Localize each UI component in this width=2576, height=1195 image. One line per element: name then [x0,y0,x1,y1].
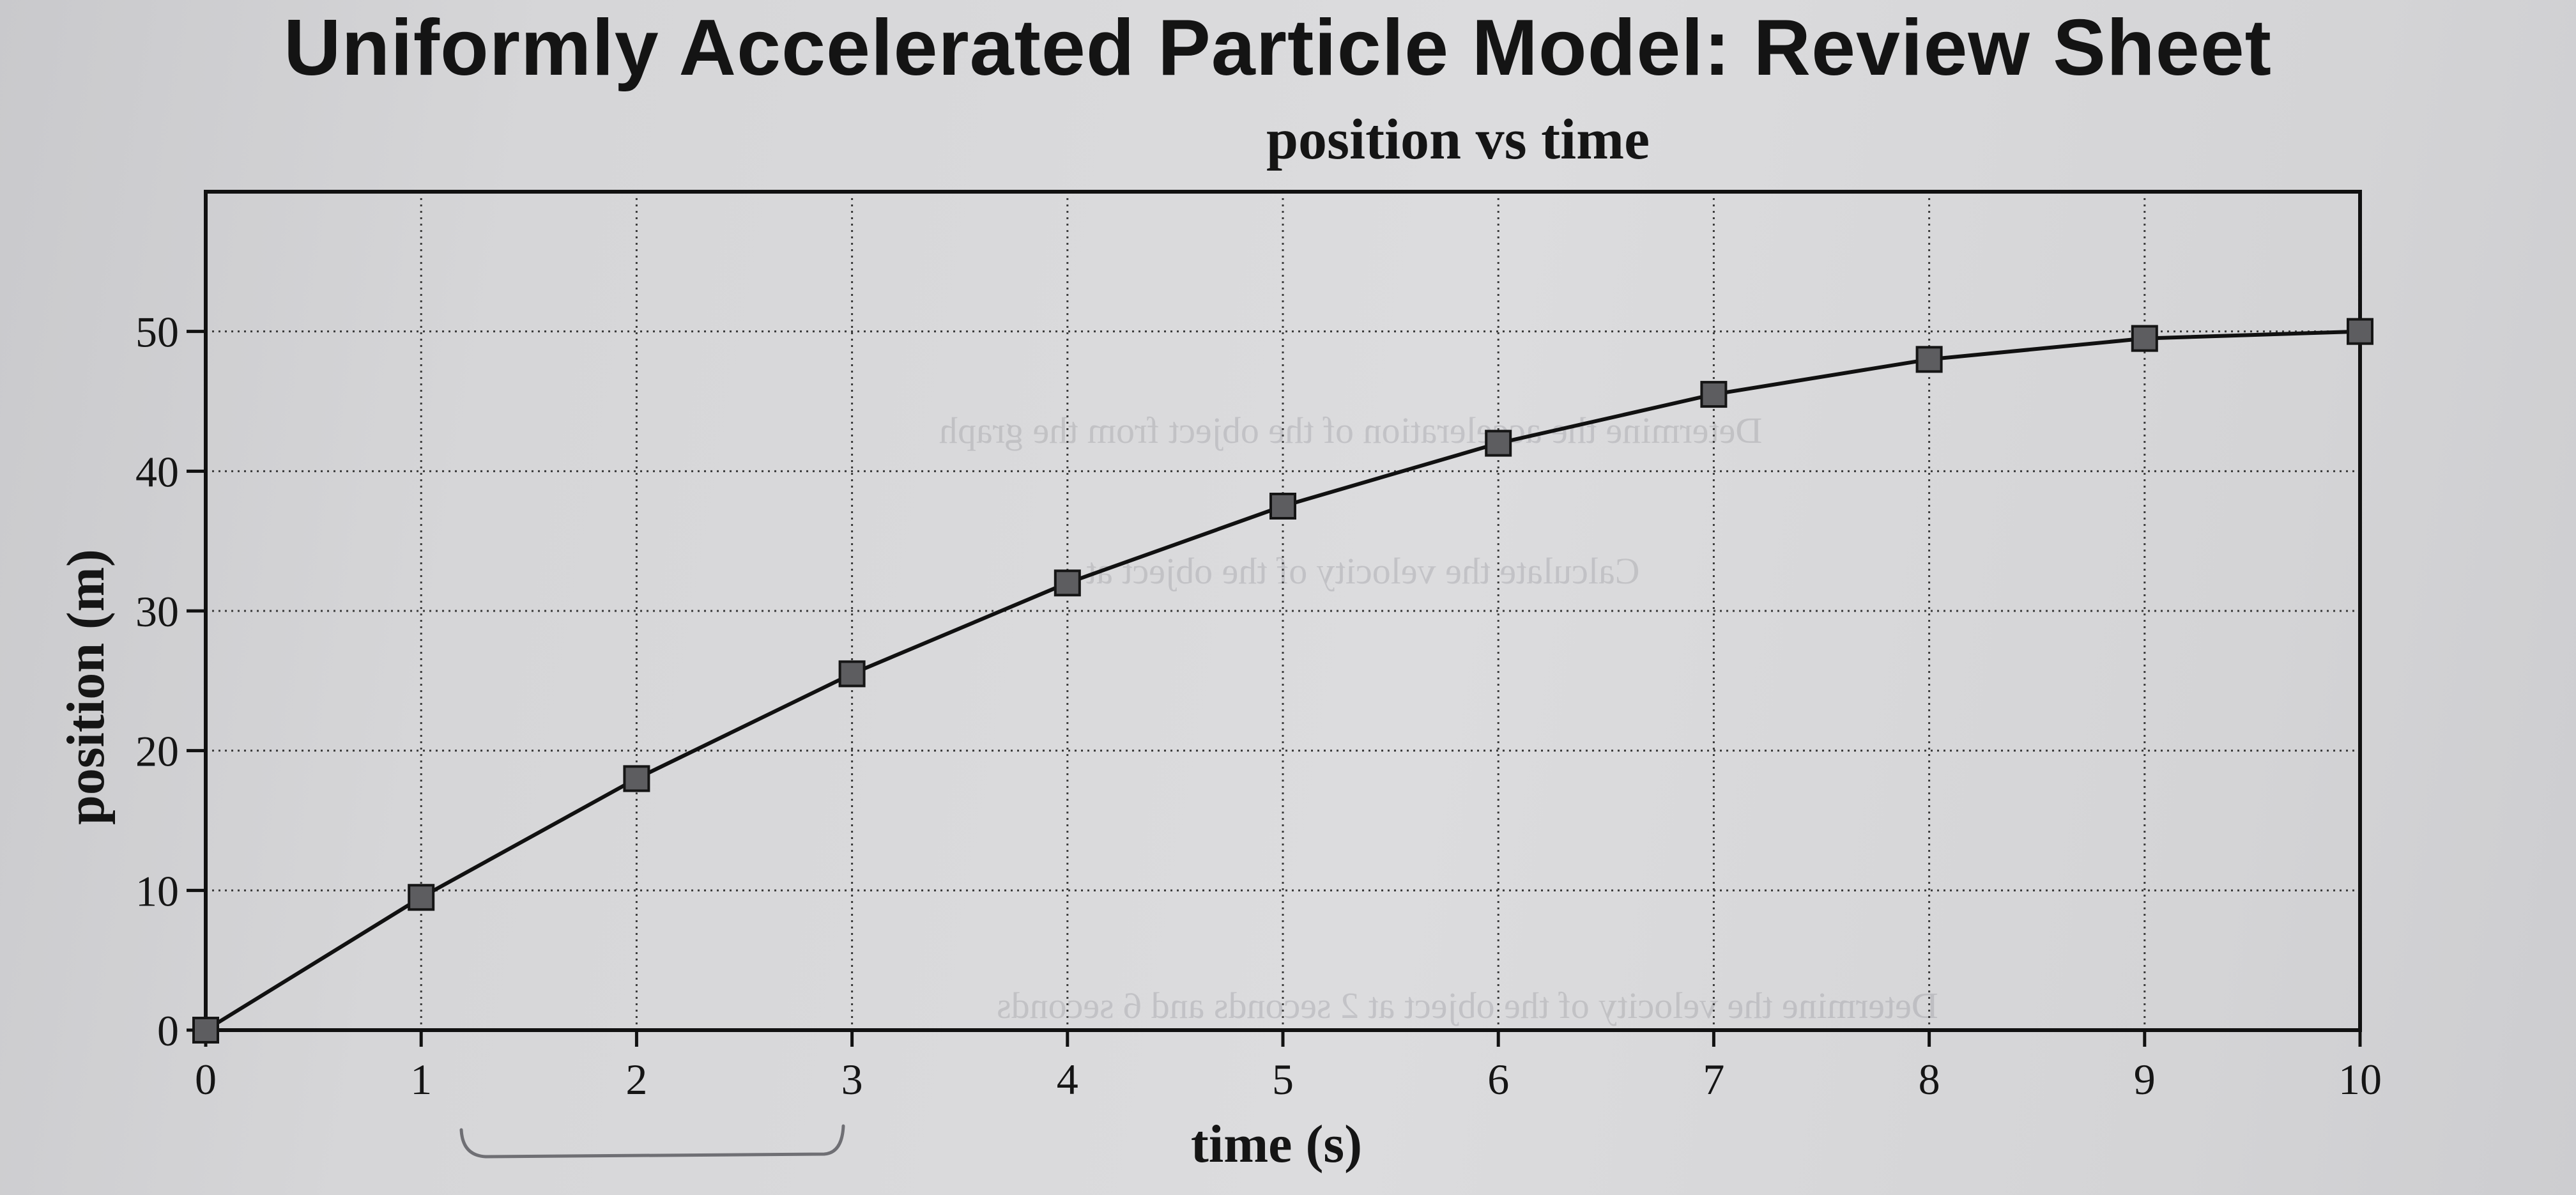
grid-lines [206,192,2360,1030]
y-tick-label: 0 [157,1006,179,1055]
data-point-marker [838,660,866,688]
data-point-marker [1269,493,1296,520]
data-point-marker [1700,381,1728,408]
data-point-marker [2347,318,2373,345]
data-point-marker [2131,325,2158,352]
data-point-marker [1485,429,1512,457]
data-point-marker [192,1017,219,1044]
y-axis-label: position (m) [56,549,116,825]
y-tick-label: 30 [135,587,179,636]
x-tick-label: 9 [2134,1055,2156,1104]
axes: 0 1 2 3 4 5 6 7 8 9 10 0 10 20 30 40 50 [135,190,2382,1104]
chart-title: position vs time [1266,108,1650,171]
data-point-marker [1915,346,1943,373]
y-tick-label: 10 [135,867,179,915]
data-point-marker [1054,569,1081,597]
pencil-bracket-mark [459,1124,845,1159]
x-tick-label: 1 [410,1055,432,1104]
x-tick-label: 2 [625,1055,647,1104]
x-tick-label: 6 [1487,1055,1509,1104]
data-point-marker [623,765,650,792]
x-tick-label: 7 [1703,1055,1724,1104]
y-tick-label: 50 [135,308,179,357]
x-tick-label: 5 [1272,1055,1294,1104]
y-tick-label: 40 [135,447,179,496]
x-tick-label: 0 [195,1055,217,1104]
page-title: Uniformly Accelerated Particle Model: Re… [284,4,2272,92]
x-tick-label: 8 [1919,1055,1940,1104]
x-tick-label: 3 [841,1055,863,1104]
x-axis-label: time (s) [1191,1114,1362,1174]
x-tick-label: 4 [1057,1055,1078,1104]
x-tick-label: 10 [2338,1055,2382,1104]
series [192,318,2373,1044]
data-point-marker [408,884,435,911]
plot-frame [204,190,2362,1032]
y-tick-label: 20 [135,727,179,776]
